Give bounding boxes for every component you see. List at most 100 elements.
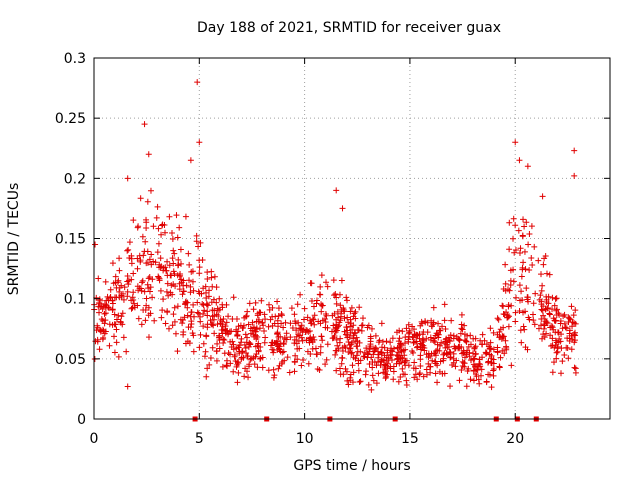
data-point bbox=[526, 231, 533, 238]
data-point bbox=[470, 361, 477, 368]
data-point bbox=[434, 379, 441, 386]
data-point bbox=[247, 330, 254, 337]
data-point bbox=[201, 353, 208, 360]
data-point bbox=[549, 324, 556, 331]
data-point bbox=[428, 323, 435, 330]
data-point bbox=[242, 345, 249, 352]
data-point bbox=[561, 351, 568, 358]
data-point bbox=[271, 320, 278, 327]
y-tick-label: 0.3 bbox=[64, 51, 86, 67]
data-point bbox=[344, 334, 351, 341]
data-point bbox=[111, 333, 118, 340]
data-point bbox=[351, 330, 358, 337]
data-point bbox=[363, 368, 370, 375]
data-point bbox=[333, 294, 340, 301]
data-point bbox=[139, 233, 146, 240]
data-point bbox=[571, 364, 578, 371]
data-point bbox=[328, 328, 335, 335]
data-point bbox=[365, 381, 372, 388]
data-point bbox=[139, 277, 146, 284]
data-point bbox=[180, 328, 187, 335]
data-point bbox=[507, 281, 514, 288]
data-point bbox=[350, 354, 357, 361]
data-point bbox=[172, 330, 179, 337]
data-point bbox=[276, 346, 283, 353]
data-point bbox=[305, 360, 312, 367]
data-point bbox=[384, 347, 391, 354]
data-point bbox=[106, 342, 113, 349]
data-point bbox=[461, 322, 468, 329]
data-point bbox=[503, 346, 510, 353]
data-point bbox=[333, 327, 340, 334]
data-point bbox=[154, 203, 161, 210]
data-point bbox=[348, 304, 355, 311]
data-point bbox=[336, 291, 343, 298]
data-point bbox=[351, 310, 358, 317]
data-point bbox=[128, 305, 135, 312]
data-point bbox=[176, 286, 183, 293]
data-point bbox=[244, 308, 251, 315]
data-point bbox=[135, 223, 142, 230]
data-point bbox=[242, 365, 249, 372]
data-point bbox=[113, 284, 120, 291]
data-point bbox=[401, 340, 408, 347]
data-point bbox=[522, 308, 529, 315]
data-point bbox=[183, 282, 190, 289]
data-point bbox=[437, 342, 444, 349]
data-point bbox=[432, 350, 439, 357]
data-point bbox=[233, 328, 240, 335]
data-point bbox=[463, 338, 470, 345]
data-point bbox=[486, 351, 493, 358]
data-point bbox=[370, 377, 377, 384]
data-point bbox=[297, 325, 304, 332]
data-point bbox=[487, 325, 494, 332]
data-point bbox=[487, 339, 494, 346]
data-point bbox=[557, 338, 564, 345]
data-point bbox=[167, 289, 174, 296]
data-point bbox=[505, 314, 512, 321]
data-point bbox=[278, 320, 285, 327]
data-point bbox=[245, 374, 252, 381]
data-point bbox=[459, 358, 466, 365]
data-point bbox=[307, 280, 314, 287]
data-point bbox=[288, 305, 295, 312]
data-point bbox=[531, 243, 538, 250]
data-point bbox=[274, 329, 281, 336]
data-point bbox=[157, 255, 164, 262]
data-point bbox=[490, 346, 497, 353]
data-point bbox=[547, 332, 554, 339]
data-point bbox=[389, 335, 396, 342]
data-point bbox=[295, 338, 302, 345]
data-point bbox=[259, 354, 266, 361]
data-point bbox=[246, 361, 253, 368]
data-point bbox=[178, 260, 185, 267]
data-point bbox=[291, 340, 298, 347]
data-point bbox=[412, 365, 419, 372]
data-point bbox=[182, 213, 189, 220]
data-point bbox=[506, 313, 513, 320]
data-point bbox=[418, 341, 425, 348]
data-point bbox=[401, 359, 408, 366]
data-point bbox=[370, 351, 377, 358]
data-point bbox=[488, 360, 495, 367]
data-point bbox=[220, 336, 227, 343]
data-point bbox=[187, 157, 194, 164]
data-point bbox=[458, 311, 465, 318]
data-point bbox=[519, 232, 526, 239]
data-point bbox=[497, 334, 504, 341]
data-point bbox=[403, 377, 410, 384]
data-point bbox=[92, 241, 99, 248]
data-point bbox=[343, 294, 350, 301]
data-point bbox=[135, 287, 142, 294]
data-point bbox=[316, 291, 323, 298]
data-point bbox=[433, 330, 440, 337]
data-point bbox=[141, 288, 148, 295]
y-tick-label: 0.1 bbox=[64, 292, 86, 308]
data-point bbox=[211, 330, 218, 337]
data-point bbox=[100, 327, 107, 334]
data-point bbox=[236, 350, 243, 357]
data-point bbox=[179, 320, 186, 327]
data-point bbox=[369, 359, 376, 366]
data-point bbox=[317, 343, 324, 350]
data-point bbox=[291, 358, 298, 365]
